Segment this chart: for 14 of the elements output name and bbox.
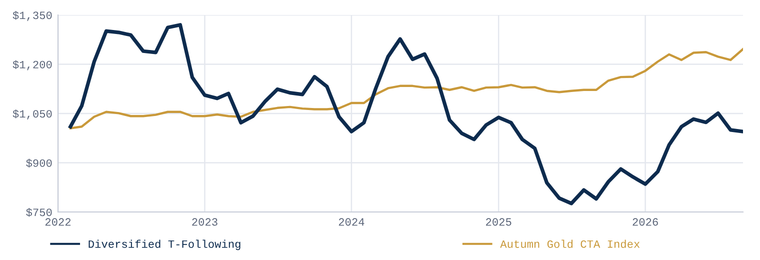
legend-label: Diversified T-Following (88, 240, 240, 250)
y-tick-label: $1,200 (12, 60, 52, 70)
y-tick-label: $750 (26, 208, 52, 217)
line-series (68, 23, 743, 206)
x-tick-label: 2023 (192, 218, 218, 226)
legend-label: Autumn Gold CTA Index (500, 240, 640, 248)
x-tick-label: 2025 (486, 218, 512, 226)
line-series (69, 48, 743, 130)
y-tick-label: $1,050 (12, 110, 52, 120)
y-tick-label: $1,350 (12, 11, 52, 21)
x-tick-label: 2022 (45, 218, 71, 226)
y-tick-label: $900 (26, 158, 52, 168)
x-tick-label: 2024 (338, 218, 364, 226)
x-tick-label: 2026 (632, 218, 658, 226)
